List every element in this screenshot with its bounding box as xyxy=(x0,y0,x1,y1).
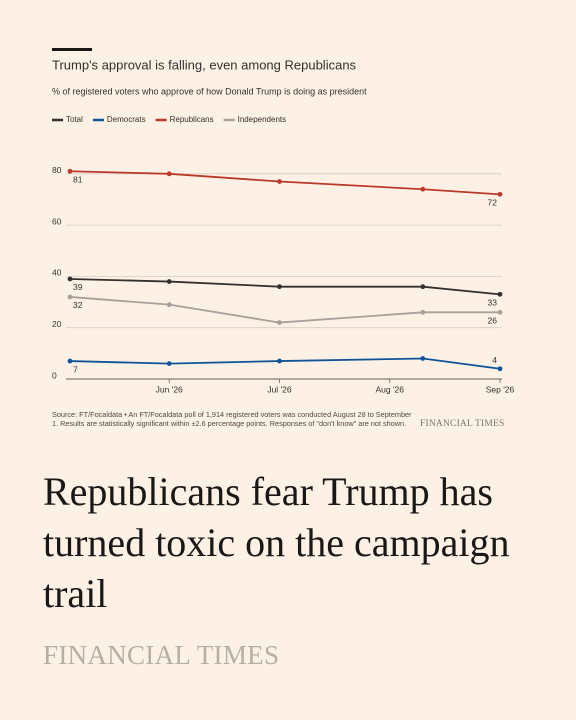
data-point xyxy=(166,361,172,367)
data-point xyxy=(67,168,73,174)
value-label: 7 xyxy=(73,364,78,374)
y-tick-label: 0 xyxy=(52,370,57,380)
value-label: 26 xyxy=(488,316,498,326)
data-point xyxy=(497,309,503,315)
x-tick-label: Aug '26 xyxy=(375,384,404,394)
chart-subtitle: % of registered voters who approve of ho… xyxy=(52,86,367,96)
x-tick-label: Jun '26 xyxy=(156,384,183,394)
chart: Trump's approval is falling, even among … xyxy=(52,48,515,394)
value-label: 32 xyxy=(73,300,83,310)
title-bar xyxy=(52,48,92,51)
value-label: 72 xyxy=(488,198,498,208)
series-line xyxy=(69,170,501,196)
source-note: Source: FT/Focaldata • An FT/Focaldata p… xyxy=(52,410,412,429)
y-tick-label: 60 xyxy=(52,216,62,226)
value-label: 33 xyxy=(488,298,498,308)
data-point xyxy=(166,171,172,177)
data-point xyxy=(420,309,426,315)
data-point xyxy=(420,356,426,361)
y-tick-label: 80 xyxy=(52,165,62,175)
brand: FINANCIAL TIMES xyxy=(43,640,280,670)
data-point xyxy=(420,284,426,290)
data-point xyxy=(277,284,282,290)
x-tick-label: Sep '26 xyxy=(486,384,515,394)
chart-title: Trump's approval is falling, even among … xyxy=(52,57,357,72)
x-tick-label: Jul '26 xyxy=(267,384,292,394)
legend-label: Total xyxy=(66,115,83,124)
data-point xyxy=(277,358,282,364)
data-point xyxy=(497,191,503,197)
chart-credit: FINANCIAL TIMES xyxy=(420,419,505,429)
legend-label: Democrats xyxy=(107,115,146,124)
headline: Republicans fear Trump has turned toxic … xyxy=(43,469,510,616)
value-label: 81 xyxy=(73,175,83,185)
data-point xyxy=(67,276,73,282)
data-point xyxy=(277,179,282,184)
value-label: 39 xyxy=(73,282,83,292)
series-line xyxy=(69,296,500,324)
legend-label: Independents xyxy=(238,115,287,124)
data-point xyxy=(67,294,73,300)
data-point xyxy=(166,279,172,284)
data-point xyxy=(497,366,503,372)
data-point xyxy=(277,320,282,325)
series-line xyxy=(69,357,501,370)
legend-label: Republicans xyxy=(170,115,214,124)
y-tick-label: 40 xyxy=(52,268,62,278)
y-tick-label: 20 xyxy=(52,319,62,329)
data-point xyxy=(67,358,73,364)
data-point xyxy=(420,186,426,192)
data-point xyxy=(166,302,172,308)
series-line xyxy=(69,278,501,296)
value-label: 4 xyxy=(492,355,497,365)
data-point xyxy=(497,291,503,297)
